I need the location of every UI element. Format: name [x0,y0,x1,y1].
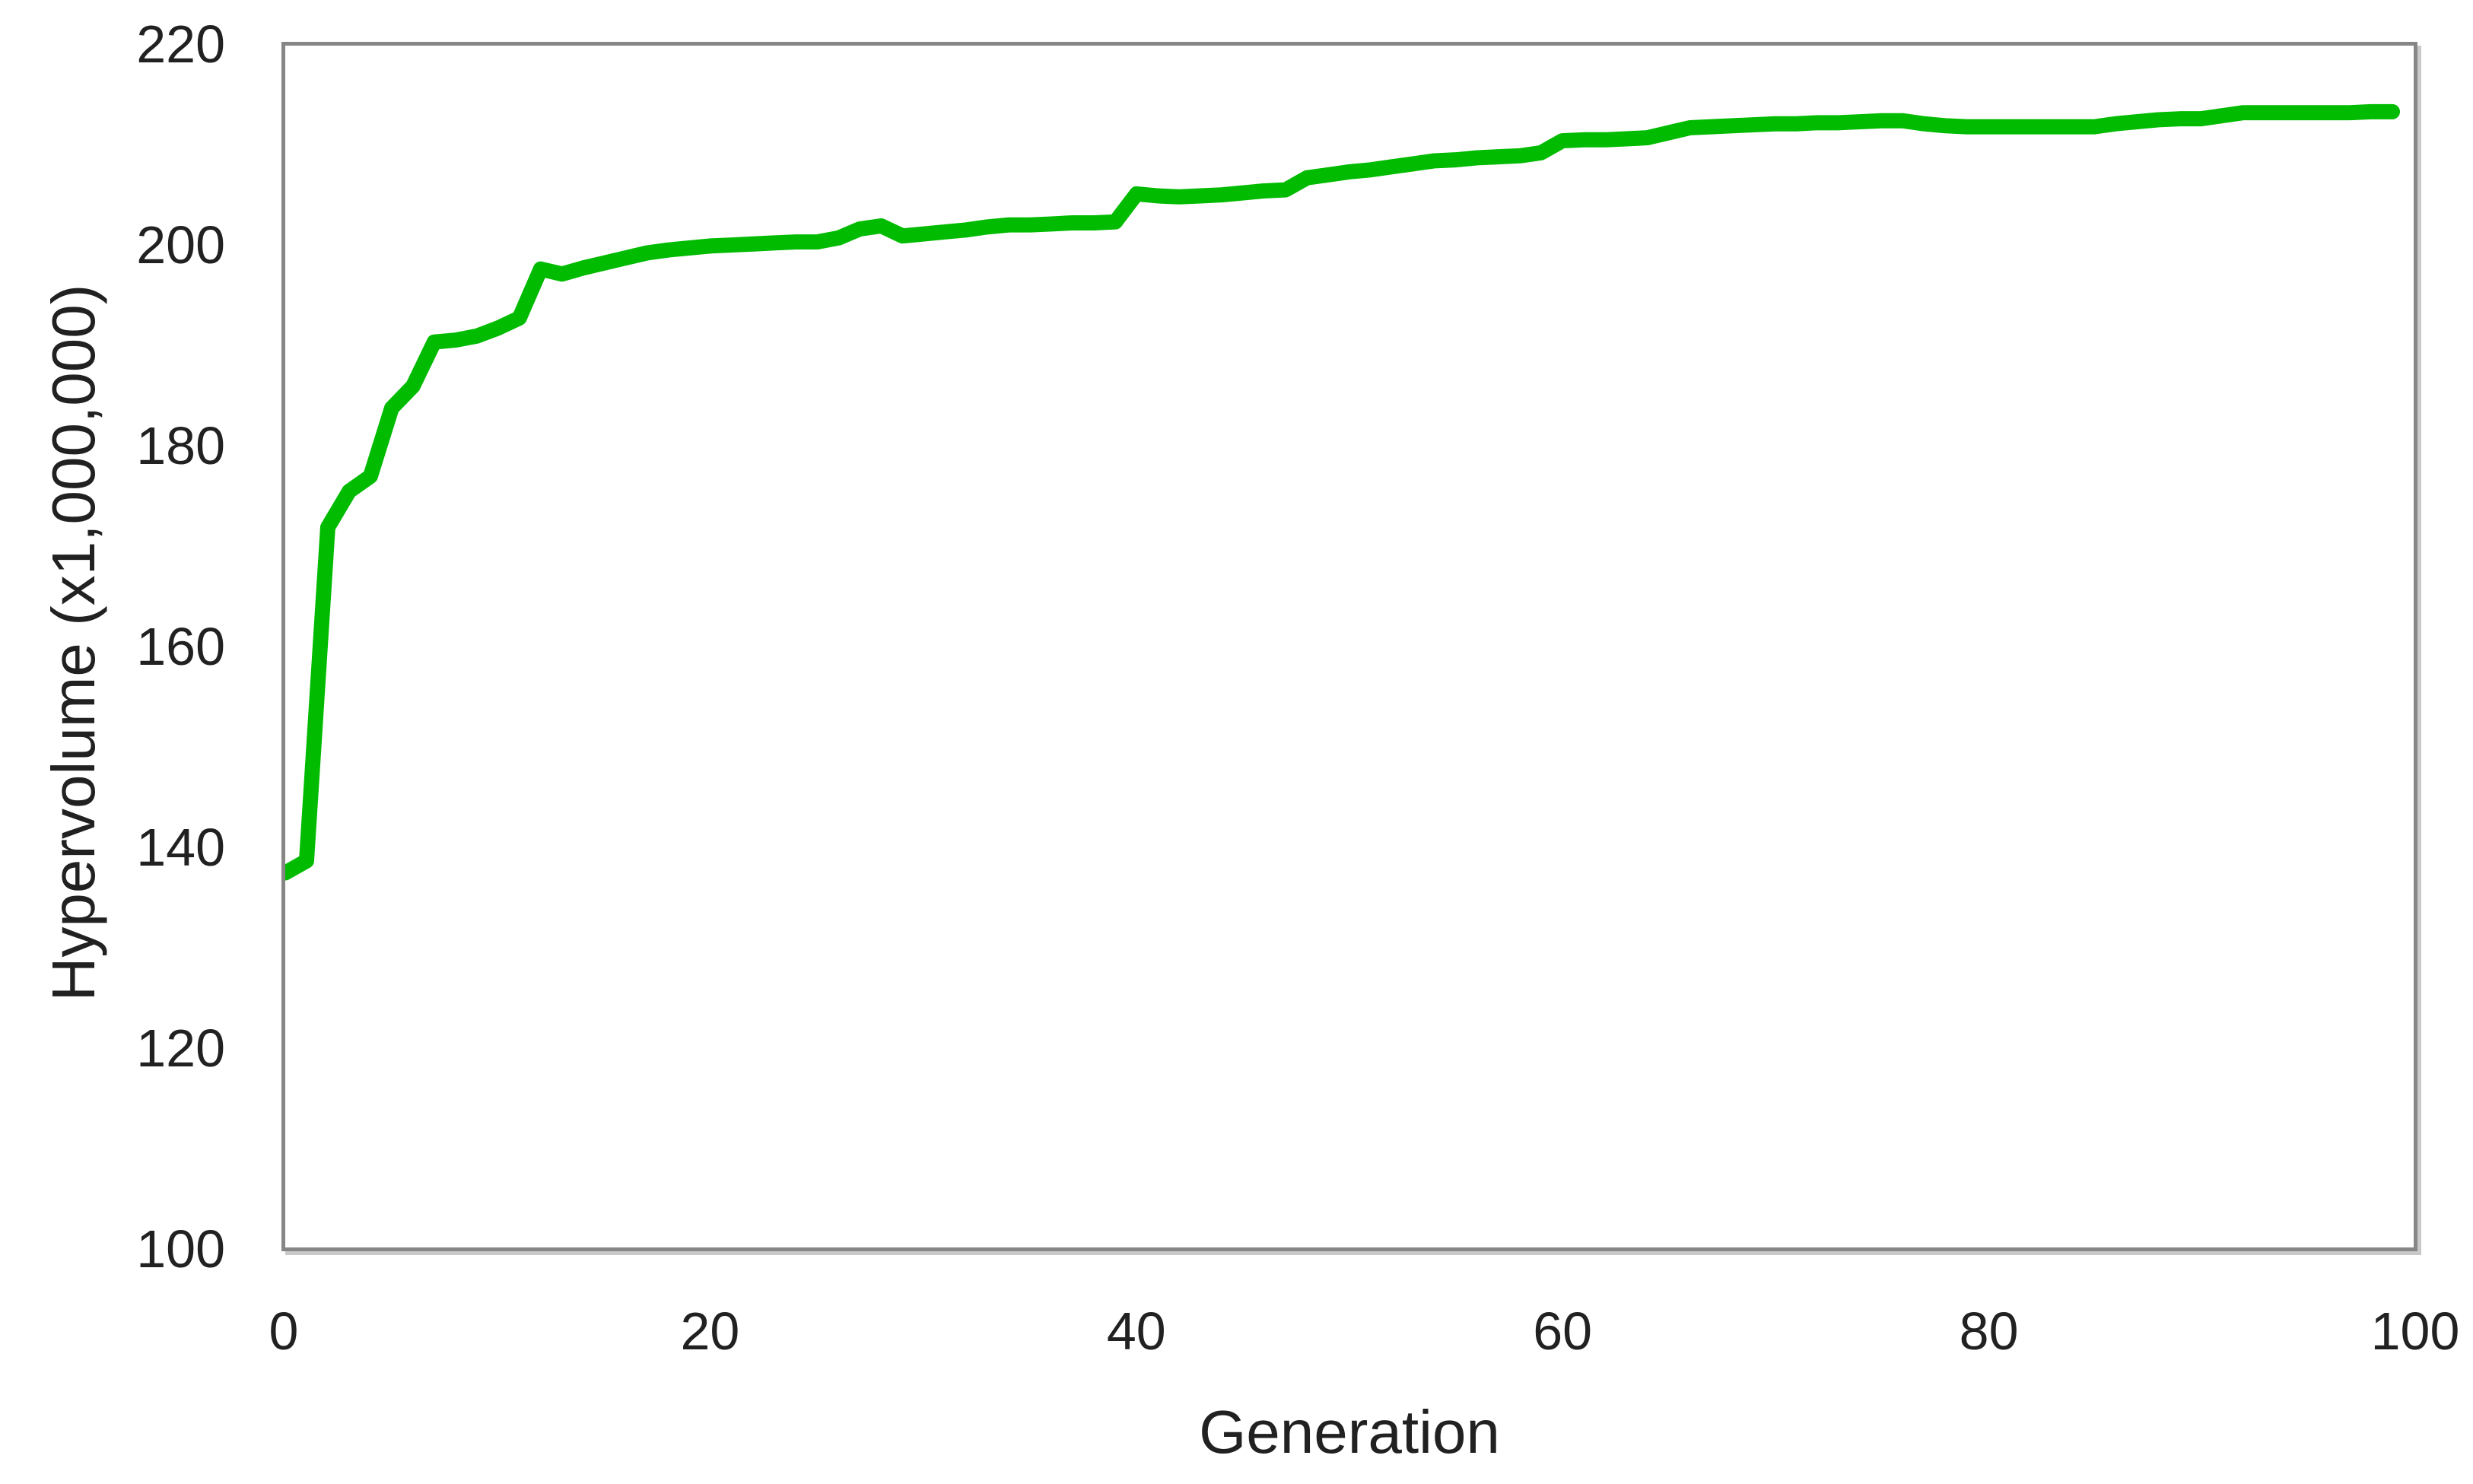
y-tick-label: 160 [136,617,225,676]
x-tick-label: 100 [2370,1301,2460,1361]
y-tick-label: 100 [136,1219,225,1279]
x-tick-label: 20 [680,1301,740,1361]
x-tick-label: 80 [1959,1301,2019,1361]
hypervolume-series-line [285,103,2401,881]
y-tick-label: 200 [136,215,225,275]
y-tick-label: 120 [136,1018,225,1078]
y-tick-label: 140 [136,818,225,877]
plot-area [281,42,2417,1251]
x-axis-title: Generation [1199,1398,1500,1466]
y-tick-label: 180 [136,416,225,475]
x-tick-label: 0 [269,1301,299,1361]
y-tick-label: 220 [136,14,225,74]
x-tick-label: 40 [1106,1301,1166,1361]
x-tick-label: 60 [1533,1301,1593,1361]
chart-line-svg [285,103,2401,881]
